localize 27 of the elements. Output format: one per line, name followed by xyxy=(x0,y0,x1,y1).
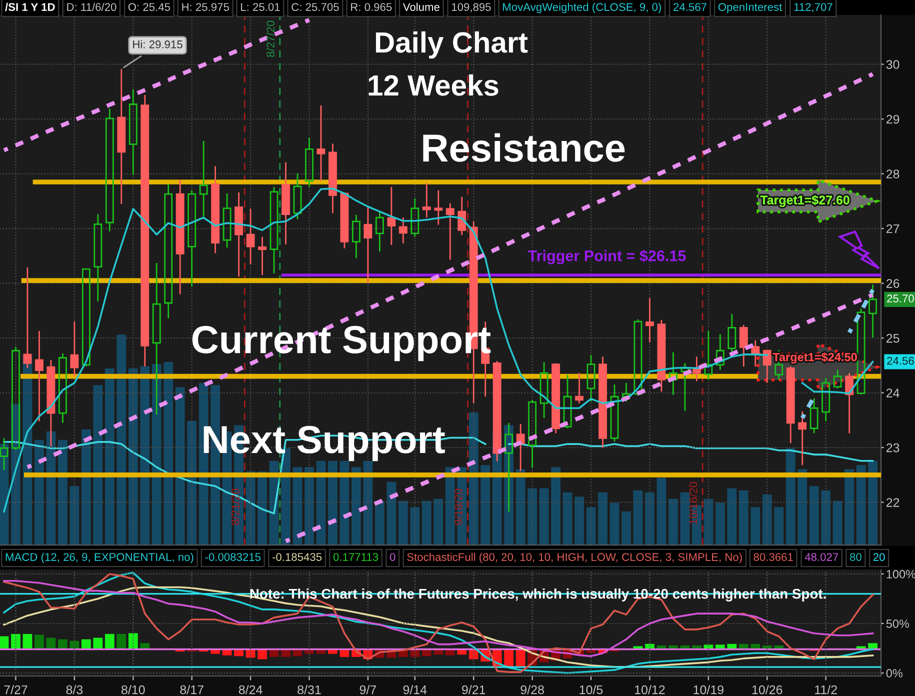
text: -0.185435 xyxy=(272,553,322,561)
x-tick-label: 10/26 xyxy=(752,685,782,694)
x-tick-label: 10/5 xyxy=(580,685,603,694)
text: 0.177113 xyxy=(333,553,378,561)
x-tick-label: 9/7 xyxy=(360,685,376,694)
text: StochasticFull (80, 20, 10, 10, HIGH, LOW, CLOSE, 3, SIMPLE, No) xyxy=(407,552,742,564)
text: 48.027 xyxy=(804,553,838,561)
y-tick-label: 50% xyxy=(886,620,910,628)
text: 80.3661 xyxy=(754,553,793,561)
text: 0 xyxy=(390,553,396,561)
x-tick-label: 10/12 xyxy=(635,685,665,694)
x-tick-label: 8/3 xyxy=(66,685,83,694)
x-tick-label: 8/24 xyxy=(238,685,262,694)
text: -0.0083215 xyxy=(205,553,261,561)
x-tick-label: 9/21 xyxy=(462,685,486,694)
y-tick-label: 0% xyxy=(886,669,903,678)
x-tick-label: 7/27 xyxy=(4,685,28,694)
x-tick-label: 8/17 xyxy=(180,685,204,694)
text: MACD (12, 26, 9, EXPONENTIAL, no) xyxy=(6,552,194,564)
x-tick-label: 8/10 xyxy=(122,685,145,694)
x-tick-label: 8/31 xyxy=(298,685,321,694)
x-tick-label: 11/2 xyxy=(815,685,837,694)
x-tick-label: 9/28 xyxy=(520,685,544,694)
x-tick-label: 10/19 xyxy=(694,685,724,694)
x-tick-label: 9/14 xyxy=(403,685,427,694)
text: 20 xyxy=(873,553,885,561)
text: 80 xyxy=(850,553,862,561)
